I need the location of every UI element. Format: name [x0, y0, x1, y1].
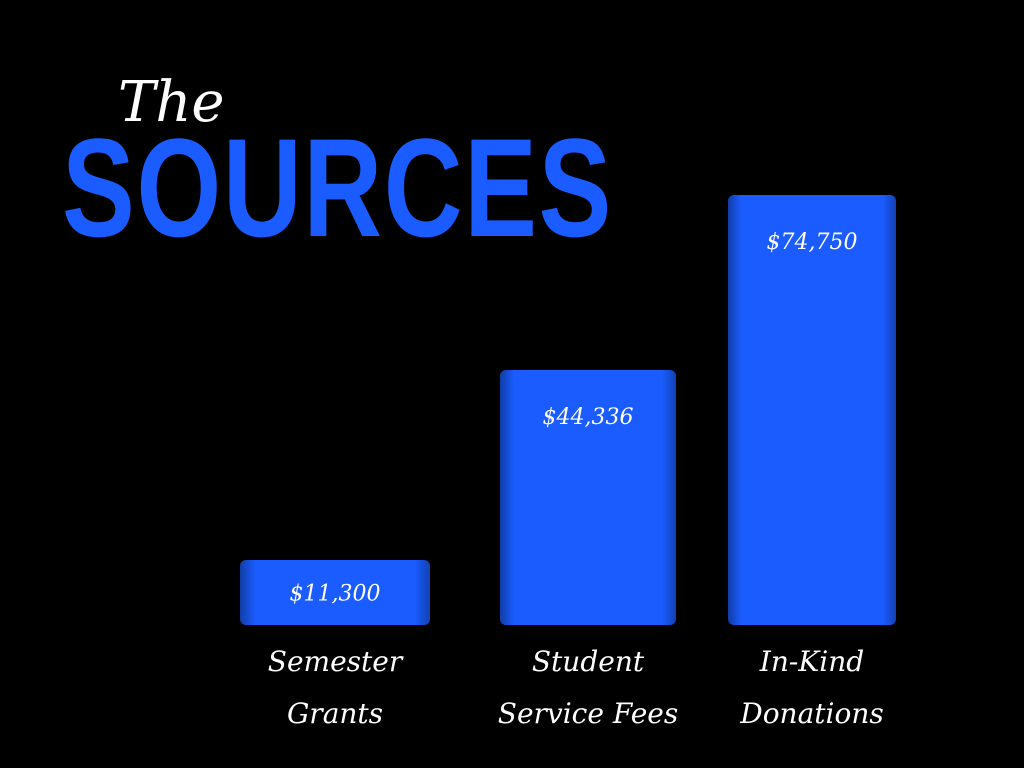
value-label: $44,336	[543, 405, 634, 430]
bar-shade	[240, 559, 430, 625]
value-label: $11,300	[290, 581, 381, 606]
value-label: $74,750	[767, 230, 858, 255]
category-label: In-Kind Donations	[740, 645, 884, 730]
bar-shade	[728, 195, 896, 625]
chart-title: SOURCES	[62, 109, 613, 266]
chart-subtitle: The	[118, 70, 225, 135]
bar-shade	[500, 369, 676, 625]
category-label: Semester Grants	[267, 645, 403, 730]
category-label: Student Service Fees	[497, 645, 679, 730]
